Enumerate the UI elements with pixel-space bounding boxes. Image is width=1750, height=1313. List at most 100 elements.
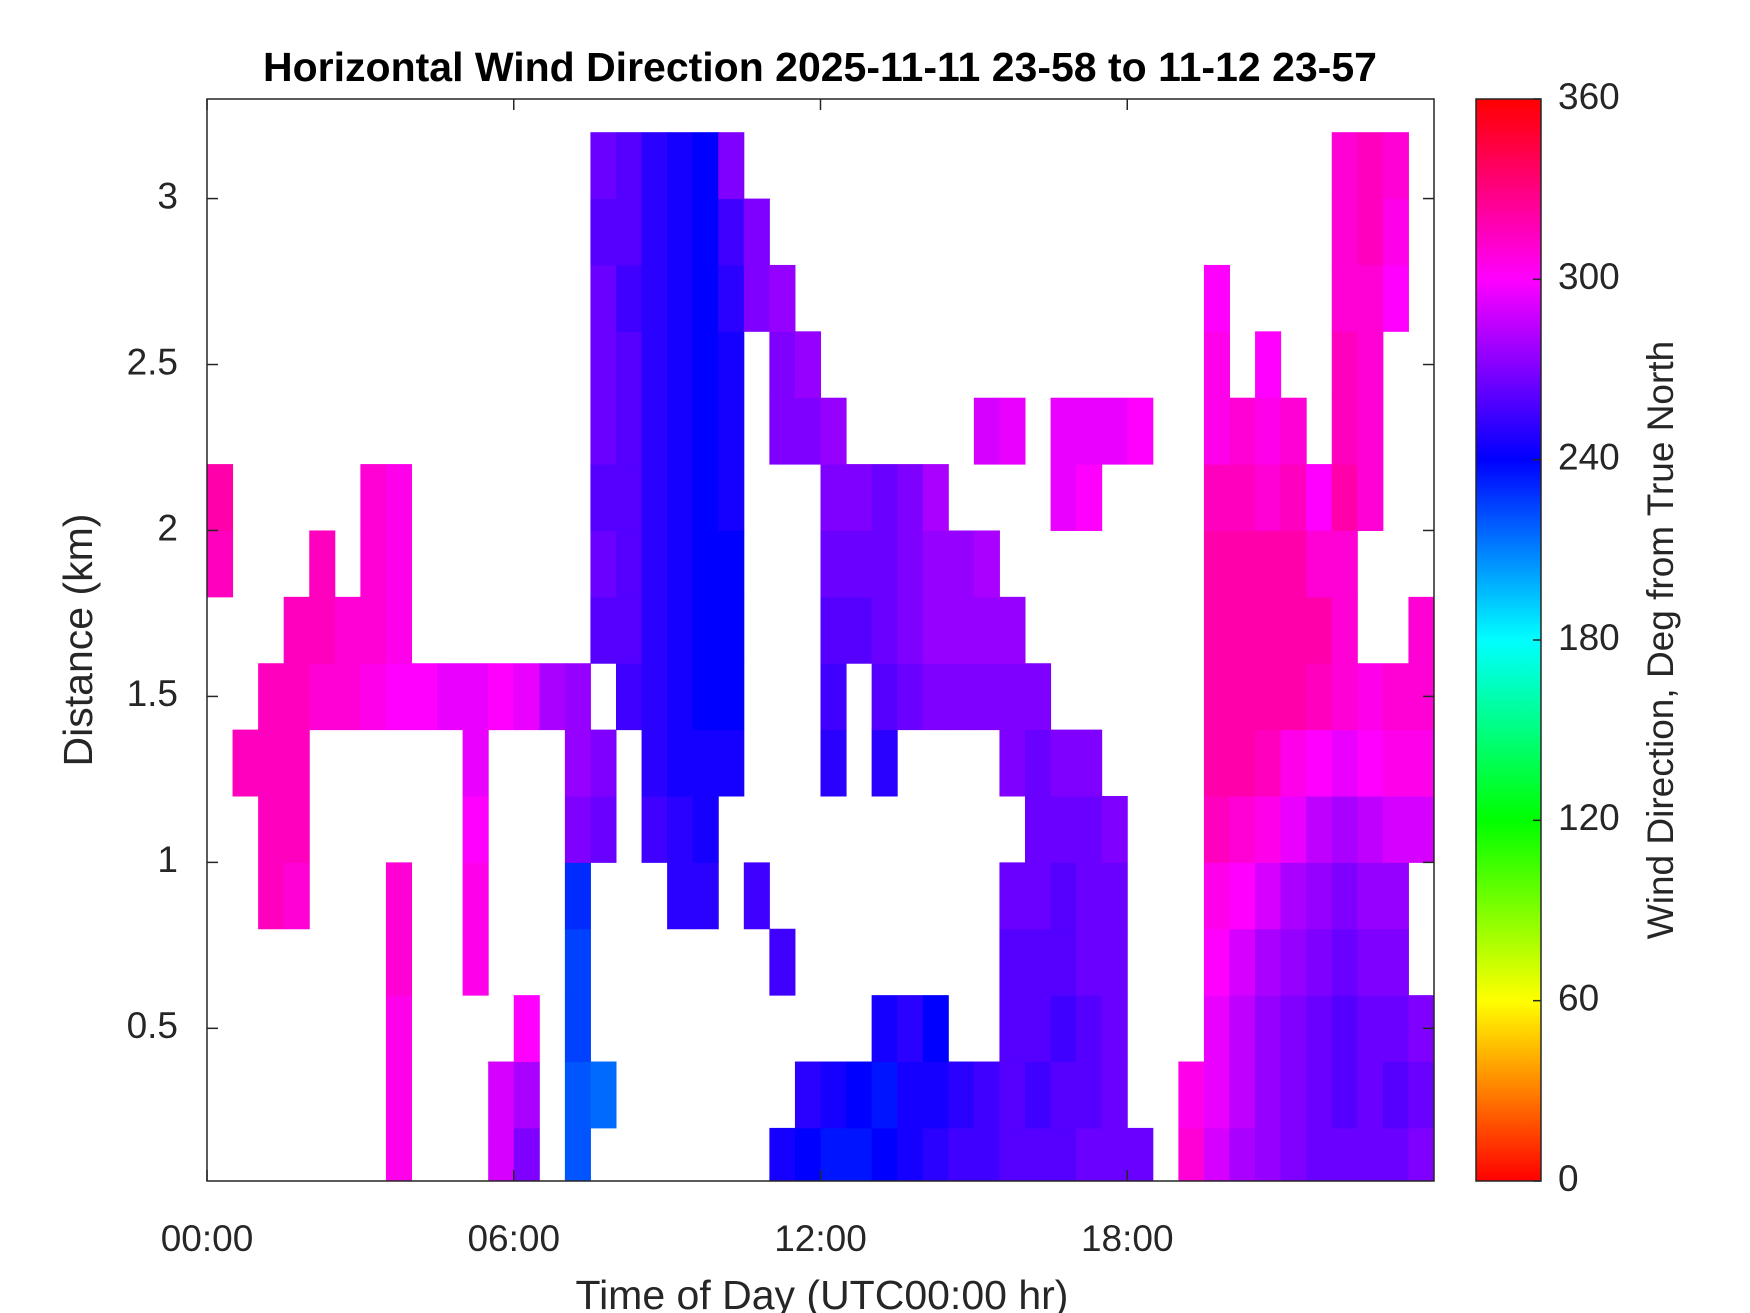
heat-cell <box>616 264 643 332</box>
heat-cell <box>1203 795 1230 863</box>
heat-cell <box>820 729 847 797</box>
heat-cell <box>1203 331 1230 399</box>
heat-cell <box>692 729 719 797</box>
heat-cell <box>1255 1061 1282 1129</box>
heat-cell <box>207 530 234 598</box>
heat-cell <box>1076 1061 1103 1129</box>
heat-cell <box>385 862 412 930</box>
heat-cell <box>1306 995 1333 1063</box>
heat-cell <box>283 795 310 863</box>
heat-cell <box>1255 596 1282 664</box>
heat-cell <box>1076 995 1103 1063</box>
heat-cell <box>1101 862 1128 930</box>
heat-cell <box>641 729 668 797</box>
heat-cell <box>641 596 668 664</box>
heat-cell <box>1050 397 1077 465</box>
heat-cell <box>1357 862 1384 930</box>
heat-cell <box>1255 331 1282 399</box>
heat-cell <box>283 663 310 731</box>
heat-cell <box>385 663 412 731</box>
heat-cell <box>1127 1127 1154 1181</box>
heat-cell <box>820 1061 847 1129</box>
heat-cell <box>1382 132 1409 200</box>
chart-title: Horizontal Wind Direction 2025-11-11 23-… <box>263 44 1377 90</box>
heat-cell <box>1025 995 1052 1063</box>
heat-cell <box>1229 862 1256 930</box>
heat-cell <box>258 729 285 797</box>
heat-cell <box>309 596 336 664</box>
y-tick-label: 1.5 <box>127 673 178 714</box>
heat-cell <box>641 331 668 399</box>
heat-cell <box>1229 1127 1256 1181</box>
heat-cell <box>1076 928 1103 996</box>
heat-cell <box>1306 1127 1333 1181</box>
heat-cell <box>1229 995 1256 1063</box>
heat-cell <box>590 464 617 531</box>
heat-cell <box>1025 795 1052 863</box>
heat-cell <box>1306 795 1333 863</box>
heat-cell <box>385 464 412 531</box>
heat-cell <box>1255 464 1282 531</box>
heat-cell <box>1357 1127 1384 1181</box>
heat-cell <box>283 596 310 664</box>
heat-cell <box>616 331 643 399</box>
y-axis-label: Distance (km) <box>55 514 101 767</box>
colorbar-tick-label: 300 <box>1558 256 1620 297</box>
heat-cell <box>922 995 949 1063</box>
heat-cell <box>1203 862 1230 930</box>
heat-cell <box>692 198 719 266</box>
heat-cell <box>1050 1127 1077 1181</box>
heat-cell <box>718 264 745 332</box>
heat-cell <box>999 397 1026 465</box>
heat-cell <box>590 795 617 863</box>
heat-cell <box>794 397 821 465</box>
heat-cell <box>871 1061 898 1129</box>
heat-cell <box>1255 397 1282 465</box>
heat-cell <box>1382 729 1409 797</box>
x-tick-label: 18:00 <box>1081 1218 1174 1259</box>
heat-cell <box>922 596 949 664</box>
heat-cell <box>794 1127 821 1181</box>
heat-cell <box>1357 729 1384 797</box>
heat-cell <box>385 1061 412 1129</box>
heat-cell <box>922 1127 949 1181</box>
heat-cell <box>283 862 310 930</box>
heat-cell <box>1357 132 1384 200</box>
heat-cell <box>641 530 668 598</box>
heat-cell <box>488 663 515 731</box>
heat-cell <box>999 1127 1026 1181</box>
heat-cell <box>1255 1127 1282 1181</box>
heat-cell <box>1382 264 1409 332</box>
heat-cell <box>1255 795 1282 863</box>
heat-cell <box>1382 928 1409 996</box>
heat-cell <box>590 530 617 598</box>
heat-cell <box>1331 264 1358 332</box>
heat-cell <box>692 530 719 598</box>
heat-cell <box>973 1061 1000 1129</box>
heat-cell <box>769 1127 796 1181</box>
heat-cell <box>1101 397 1128 465</box>
colorbar-tick-label: 180 <box>1558 617 1620 658</box>
heat-cell <box>1127 397 1154 465</box>
heatmap <box>207 132 1434 1181</box>
heat-cell <box>1357 995 1384 1063</box>
heat-cell <box>1408 729 1434 797</box>
heat-cell <box>1408 596 1434 664</box>
heat-cell <box>1357 331 1384 399</box>
heat-cell <box>360 596 387 664</box>
heat-cell <box>1203 1061 1230 1129</box>
heat-cell <box>692 663 719 731</box>
heat-cell <box>769 397 796 465</box>
heat-cell <box>999 596 1026 664</box>
heat-cell <box>718 596 745 664</box>
heat-cell <box>846 1127 873 1181</box>
heat-cell <box>462 795 489 863</box>
heat-cell <box>897 663 924 731</box>
heat-cell <box>641 397 668 465</box>
heat-cell <box>718 331 745 399</box>
x-axis-label: Time of Day (UTC00:00 hr) <box>576 1272 1069 1313</box>
heat-cell <box>1255 530 1282 598</box>
heat-cell <box>743 264 770 332</box>
heat-cell <box>1203 663 1230 731</box>
heat-cell <box>539 663 566 731</box>
